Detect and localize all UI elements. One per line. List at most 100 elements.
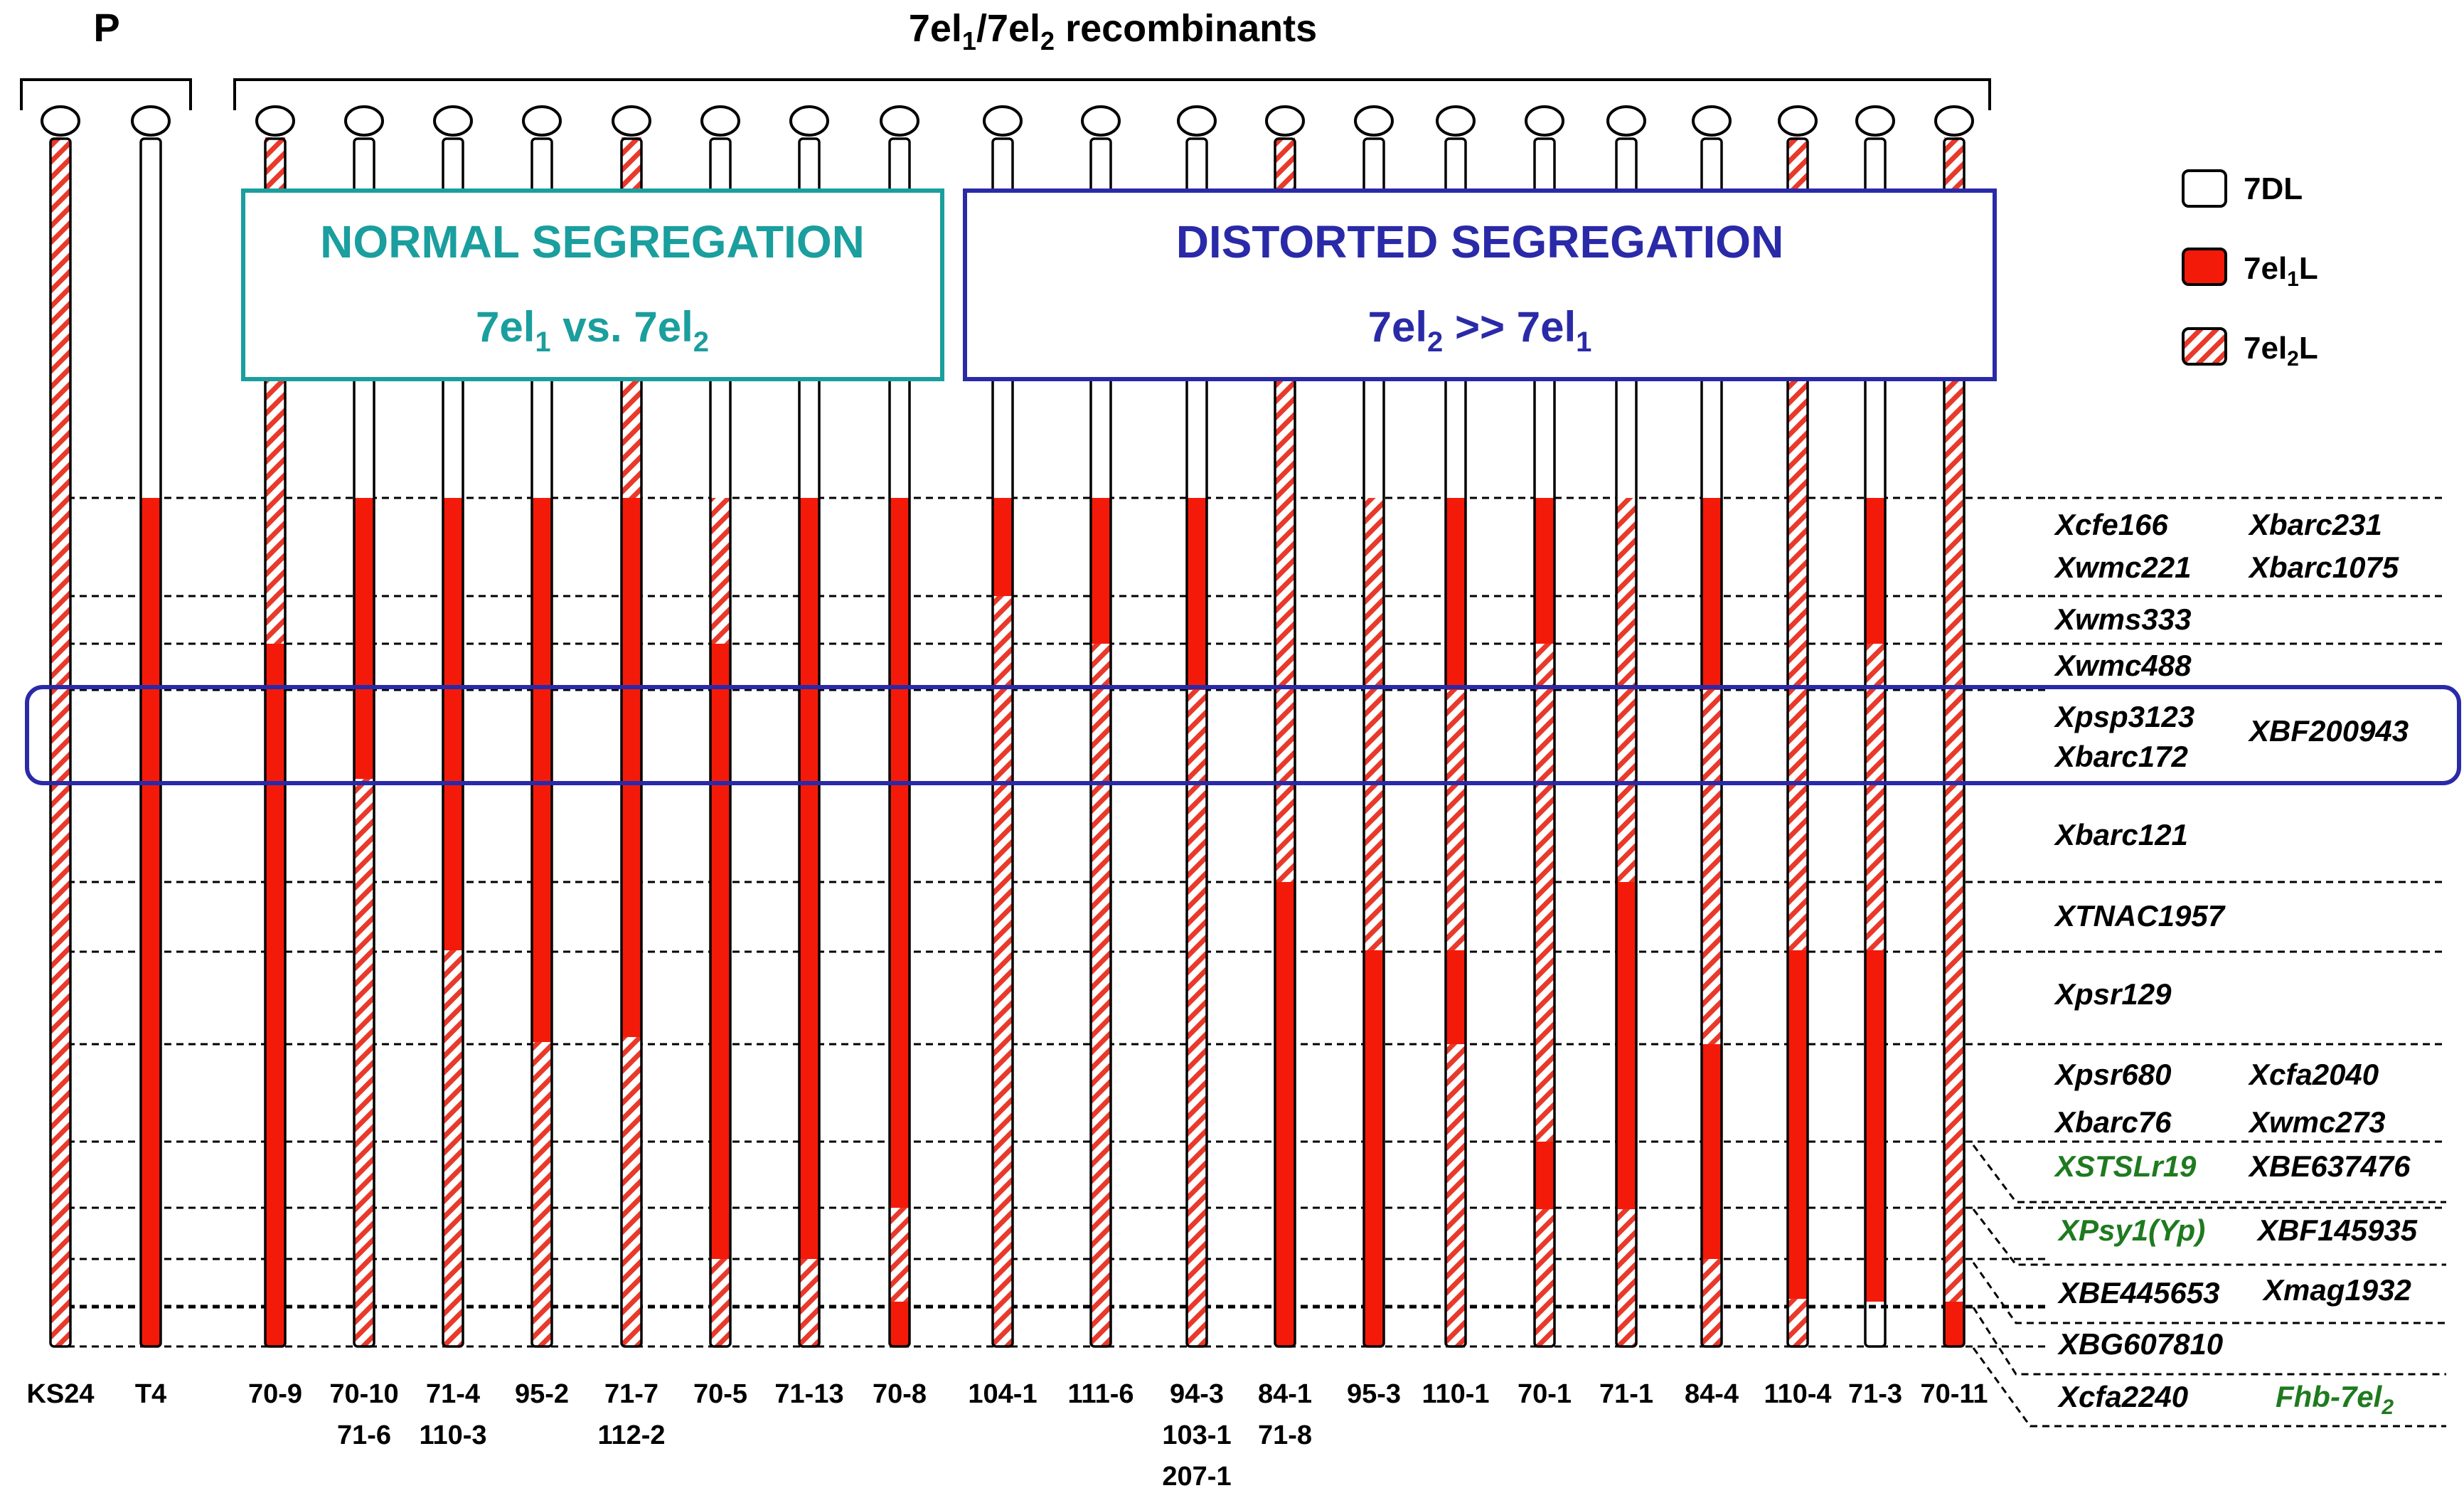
- legend-swatch-7dl: [2182, 169, 2227, 208]
- marker-label: XBE637476: [2248, 1149, 2411, 1183]
- chromosome-outline: [1444, 137, 1467, 1348]
- segment-red: [993, 498, 1013, 596]
- centromere: [1778, 105, 1818, 137]
- column-label: 70-10: [329, 1379, 398, 1409]
- centromere: [433, 105, 473, 137]
- chromosome-KS24: [41, 105, 80, 1348]
- centromere: [1855, 105, 1895, 137]
- segment-red: [890, 1302, 910, 1346]
- centromere: [41, 105, 80, 137]
- column-label: 95-2: [515, 1379, 569, 1409]
- segment-hatch: [1788, 1299, 1808, 1346]
- segment-hatch: [532, 1042, 552, 1346]
- column-label: 112-2: [597, 1420, 665, 1450]
- legend-label-7dl: 7DL: [2244, 171, 2303, 206]
- distorted-segregation-subtitle: 7el2 >> 7el1: [1368, 303, 1592, 358]
- segment-red: [1364, 950, 1384, 1346]
- chromosome-outline: [139, 137, 162, 1348]
- segment-hatch: [1446, 690, 1466, 950]
- segment-hatch: [710, 1259, 730, 1346]
- chromosome-70-1: [1525, 105, 1564, 1348]
- column-label: 70-9: [248, 1379, 302, 1409]
- centromere: [1525, 105, 1564, 137]
- segment-red: [799, 498, 819, 1259]
- marker-label: XBG607810: [2057, 1327, 2223, 1361]
- segment-hatch: [354, 779, 374, 1346]
- marker-label: Xwmc488: [2054, 649, 2192, 682]
- segment-red: [1944, 1302, 1964, 1346]
- segment-hatch: [1865, 644, 1885, 950]
- centromere: [522, 105, 562, 137]
- segment-red: [1535, 498, 1554, 644]
- chromosome-outline: [1786, 137, 1809, 1348]
- centromere: [131, 105, 171, 137]
- centromere: [1177, 105, 1217, 137]
- marker-label: Xbarc231: [2248, 508, 2382, 541]
- distorted-segregation-box: DISTORTED SEGREGATION 7el2 >> 7el1: [963, 188, 1997, 381]
- segment-hatch: [443, 950, 463, 1346]
- segment-white: [141, 137, 161, 498]
- segment-red: [1616, 882, 1636, 1209]
- normal-segregation-subtitle: 7el1 vs. 7el2: [476, 303, 709, 358]
- chromosome-T4: [131, 105, 171, 1348]
- column-label: 111-6: [1068, 1379, 1134, 1409]
- parents-label: P: [93, 5, 119, 50]
- chromosome-70-8: [880, 105, 919, 1348]
- legend-label-7el2l: 7el2L: [2244, 331, 2318, 371]
- chromosome-outline: [1274, 137, 1296, 1348]
- legend-swatch-7el2l: [2182, 327, 2227, 366]
- column-label: 71-7: [604, 1379, 658, 1409]
- chromosome-outline: [709, 137, 732, 1348]
- chromosome-outline: [991, 137, 1014, 1348]
- chromosome-outline: [1615, 137, 1638, 1348]
- centromere: [1436, 105, 1476, 137]
- chromosome-outline: [530, 137, 553, 1348]
- normal-segregation-title: NORMAL SEGREGATION: [320, 216, 865, 267]
- column-label: 84-1: [1258, 1379, 1312, 1409]
- marker-label: Xcfa2040: [2248, 1058, 2379, 1091]
- column-label: 84-4: [1685, 1379, 1739, 1409]
- centromere: [1081, 105, 1121, 137]
- segment-red: [1187, 498, 1207, 690]
- marker-label: Xmag1932: [2262, 1273, 2411, 1307]
- marker-label: Xbarc1075: [2248, 551, 2399, 584]
- segment-hatch: [890, 1208, 910, 1302]
- segment-red: [622, 498, 641, 1037]
- chromosome-outline: [49, 137, 72, 1348]
- centromere: [255, 105, 295, 137]
- segment-red: [354, 498, 374, 779]
- segment-red: [1702, 498, 1722, 690]
- segment-red: [1702, 1044, 1722, 1259]
- chromosome-outline: [1533, 137, 1556, 1348]
- segment-hatch: [799, 1259, 819, 1346]
- column-label: 95-3: [1347, 1379, 1401, 1409]
- centromere: [1265, 105, 1305, 137]
- centromere: [983, 105, 1023, 137]
- marker-label: Xbarc121: [2054, 818, 2188, 851]
- marker-label: XPsy1(Yp): [2057, 1213, 2205, 1247]
- column-label: 70-11: [1920, 1379, 1988, 1409]
- column-label: 110-1: [1422, 1379, 1489, 1409]
- centromere: [1354, 105, 1394, 137]
- chromosome-outline: [353, 137, 375, 1348]
- marker-label: XTNAC1957: [2054, 899, 2226, 933]
- centromere: [1692, 105, 1732, 137]
- legend-swatch-7el1l: [2182, 248, 2227, 286]
- centromere: [880, 105, 919, 137]
- marker-label: Xpsr680: [2054, 1058, 2171, 1091]
- normal-segregation-box: NORMAL SEGREGATION 7el1 vs. 7el2: [241, 188, 944, 381]
- column-label: 71-4: [426, 1379, 480, 1409]
- chromosome-outline: [888, 137, 911, 1348]
- segment-red: [710, 644, 730, 1259]
- centromere: [344, 105, 384, 137]
- segment-red: [1446, 498, 1466, 690]
- column-label: 110-4: [1764, 1379, 1831, 1409]
- segment-hatch: [1702, 1259, 1722, 1346]
- marker-label: XBF200943: [2248, 714, 2409, 748]
- column-label: 70-8: [873, 1379, 927, 1409]
- chromosome-71-1: [1606, 105, 1646, 1348]
- segment-hatch: [1702, 690, 1722, 1044]
- chromosome-outline: [1089, 137, 1112, 1348]
- segment-hatch: [1616, 498, 1636, 882]
- marker-label: Xbarc172: [2054, 740, 2188, 773]
